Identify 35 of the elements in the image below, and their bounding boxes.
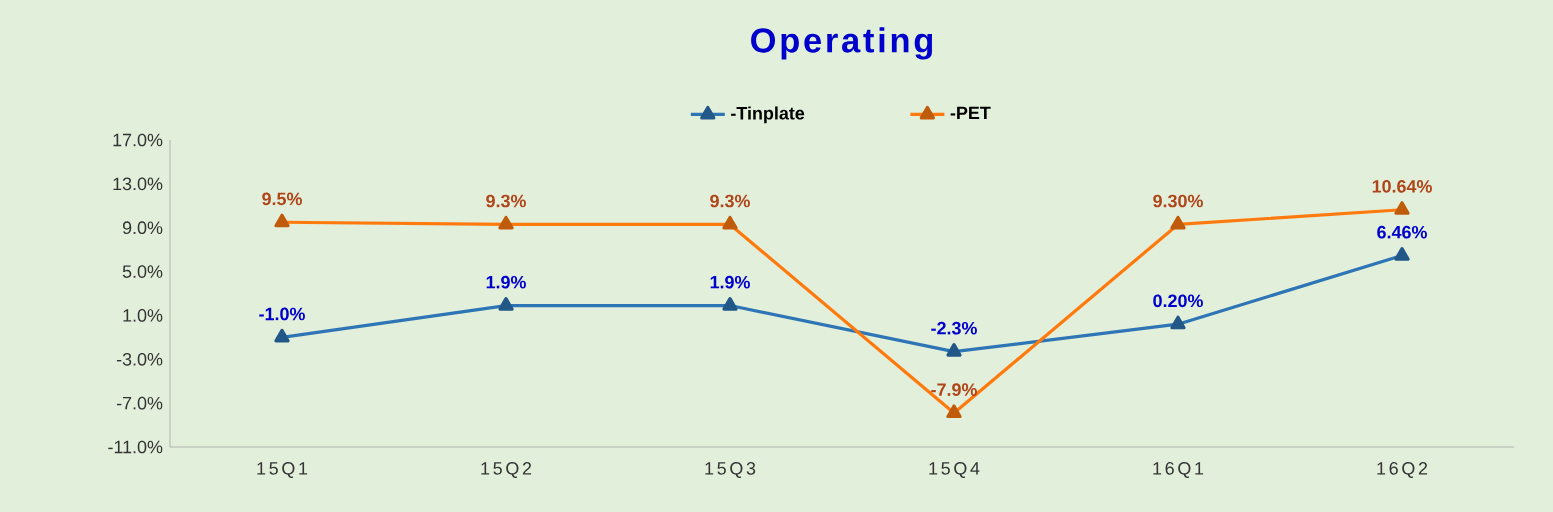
point xyxy=(722,296,738,311)
data-label: 0.20% xyxy=(1153,294,1203,308)
chart-title: Operating xyxy=(751,27,933,60)
data-label: 6.46% xyxy=(1377,225,1427,239)
x-tick-label: 16Q1 xyxy=(1153,462,1204,478)
x-tick-label: 15Q1 xyxy=(257,462,308,478)
data-label: 9.30% xyxy=(1153,194,1203,208)
data-label: 1.9% xyxy=(486,275,526,289)
data-label: -2.3% xyxy=(931,321,977,335)
data-label: 10.64% xyxy=(1372,179,1432,193)
legend-label: -PET xyxy=(950,106,991,120)
x-tick-label: 16Q2 xyxy=(1377,462,1428,478)
y-tick-label: -7.0% xyxy=(116,396,163,410)
y-tick-label: 1.0% xyxy=(123,309,163,322)
data-label: -1.0% xyxy=(259,307,305,321)
y-tick-label: -3.0% xyxy=(116,352,163,366)
y-tick-label: 17.0% xyxy=(113,133,163,147)
point xyxy=(1170,315,1186,330)
x-tick-label: 15Q3 xyxy=(705,462,756,478)
data-label: 1.9% xyxy=(710,275,750,289)
point xyxy=(498,296,514,311)
data-label: 9.3% xyxy=(486,194,526,208)
data-label: 9.3% xyxy=(710,194,750,208)
data-label: -7.9% xyxy=(931,383,977,396)
y-tick-label: 9.0% xyxy=(122,221,163,235)
point xyxy=(274,328,290,343)
x-tick-label: 15Q2 xyxy=(481,462,532,478)
legend-label: -Tinplate xyxy=(731,106,805,124)
y-tick-label: 13.0% xyxy=(113,177,163,191)
y-tick-label: 5.0% xyxy=(122,265,163,278)
y-tick-label: -11.0% xyxy=(108,440,163,454)
data-label: 9.5% xyxy=(262,192,302,206)
point xyxy=(1394,246,1410,261)
x-tick-label: 15Q4 xyxy=(929,462,980,478)
point xyxy=(946,343,962,357)
